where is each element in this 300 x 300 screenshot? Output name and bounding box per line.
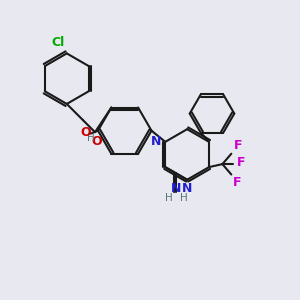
Text: N: N bbox=[171, 182, 181, 195]
Text: Cl: Cl bbox=[51, 36, 64, 49]
Text: H: H bbox=[165, 193, 173, 202]
Text: N: N bbox=[151, 135, 162, 148]
Text: O: O bbox=[80, 126, 91, 139]
Text: N: N bbox=[182, 182, 192, 195]
Text: F: F bbox=[237, 156, 246, 169]
Text: H: H bbox=[180, 193, 188, 202]
Text: F: F bbox=[233, 176, 241, 189]
Text: O: O bbox=[91, 134, 102, 148]
Text: F: F bbox=[234, 139, 243, 152]
Text: H: H bbox=[87, 133, 94, 143]
